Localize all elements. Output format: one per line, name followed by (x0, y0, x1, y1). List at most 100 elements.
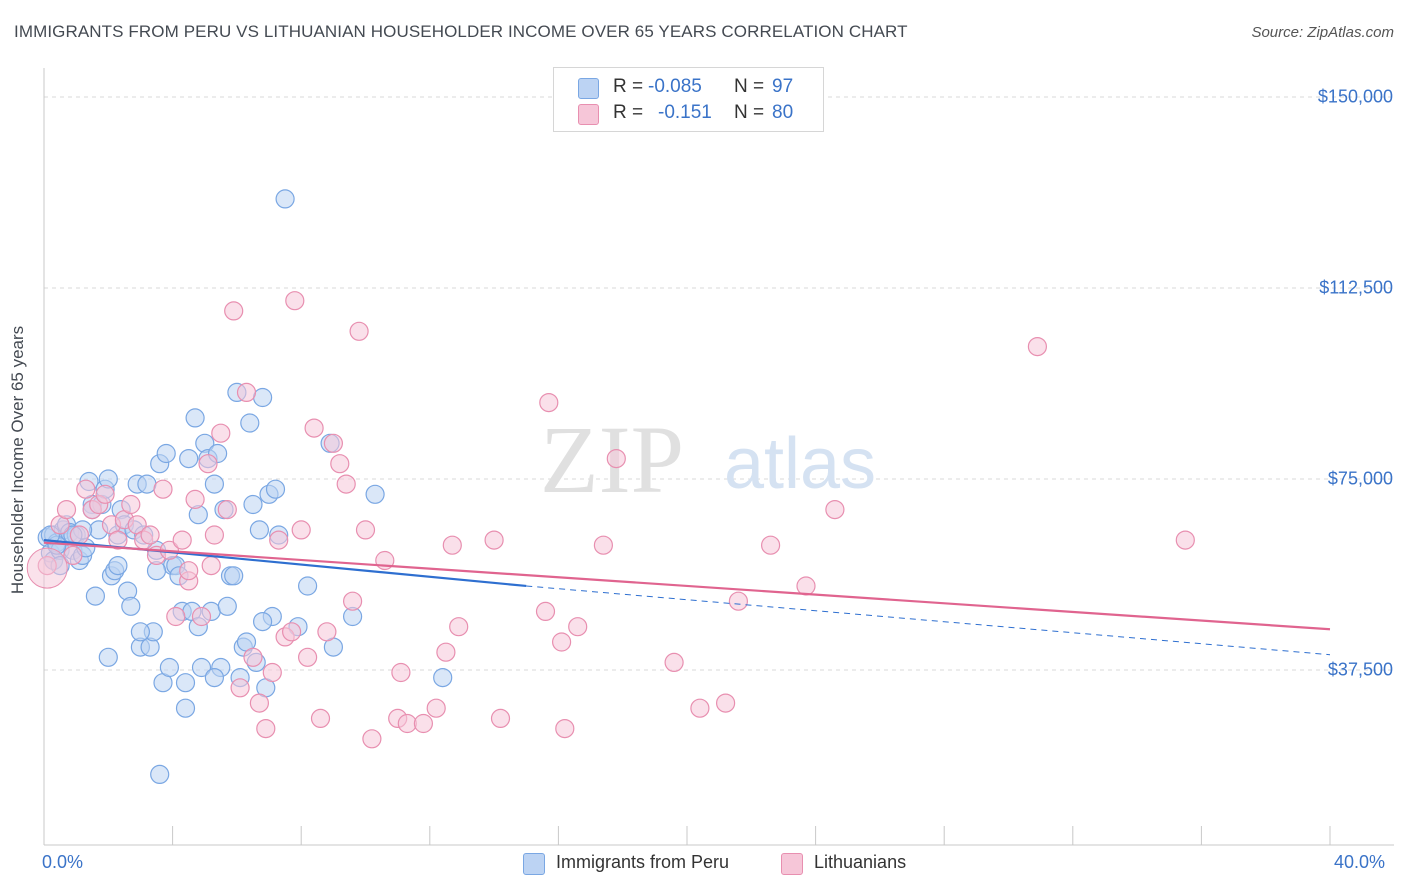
lithuanian-point (362, 729, 382, 749)
correlation-legend: R = -0.085 N = 97 R = -0.151 N = 80 (553, 67, 824, 132)
lithuanian-point (304, 418, 324, 438)
lithuanian-point (262, 662, 282, 683)
peru-point (298, 576, 318, 596)
lithuanian-point (317, 622, 337, 642)
peru-point (240, 413, 260, 433)
lithuanian-point (198, 454, 218, 474)
peru-point (433, 667, 453, 688)
lithuanian-point (285, 291, 305, 311)
lithuanian-point (236, 382, 257, 402)
lithuanian-point (593, 535, 614, 555)
lithuanian-point (539, 393, 559, 413)
lithuanian-point (1175, 530, 1195, 550)
lithuanian-point (249, 693, 269, 713)
lithuanian-point (436, 642, 456, 662)
lithuanian-point (179, 561, 199, 581)
lithuanian-point (355, 520, 376, 540)
source-label: Source: ZipAtlas.com (1251, 24, 1394, 41)
peru-point (253, 611, 273, 632)
lithuanian-point (95, 484, 115, 504)
peru-point (159, 657, 179, 678)
peru-point (253, 387, 273, 408)
lithuanian-point (191, 606, 212, 627)
lithuanian-point (166, 606, 186, 627)
lithuanian-point (108, 530, 128, 550)
peru-point (275, 189, 295, 209)
bottom-legend-swatch-lithuanians (781, 853, 803, 875)
peru-point (175, 673, 196, 693)
lithuanian-point (449, 617, 469, 637)
trend-lines (43, 539, 1331, 656)
lithuanian-point (442, 535, 462, 555)
lithuanian-point (551, 632, 572, 652)
lithuanian-point (298, 647, 318, 667)
lithuanian-point (63, 545, 83, 566)
lithuanian-point (201, 555, 221, 576)
peru-point (249, 520, 269, 540)
lithuanian-point (343, 591, 363, 611)
lithuanian-point (568, 617, 588, 637)
peru-point (130, 622, 150, 642)
lithuanian-point (172, 530, 192, 550)
lithuanian-point (330, 454, 350, 474)
bottom-legend-label-lithuanians: Lithuanians (814, 852, 907, 872)
lithuanian-point (484, 530, 504, 550)
peru-point (98, 647, 118, 667)
peru-point (191, 657, 212, 678)
lithuanian-point (69, 525, 90, 545)
lithuanian-point (349, 321, 369, 341)
lithuanian-point (690, 698, 710, 718)
y-tick-112500: $112,500 (1319, 277, 1393, 298)
legend-r-value: -0.085 (648, 76, 702, 97)
legend-n-value: 80 (772, 102, 794, 123)
peru-point (85, 586, 106, 606)
trend-line-lithuanians (43, 541, 1331, 631)
peru-point (243, 494, 263, 515)
watermark-atlas: atlas (724, 424, 876, 504)
lithuanian-point (185, 489, 205, 509)
lithuanian-point (153, 479, 173, 499)
peru-point (121, 596, 141, 616)
legend-n-label: N = (734, 102, 765, 123)
lithuanian-point (204, 525, 224, 545)
peru-point (150, 764, 170, 785)
legend-r-label: R = (613, 102, 644, 123)
lithuanian-point (413, 713, 433, 734)
series-lithuanians (26, 291, 1195, 749)
bottom-legend-label-peru: Immigrants from Peru (556, 852, 730, 872)
lithuanian-point (397, 713, 417, 734)
peru-point (137, 474, 157, 494)
peru-point (265, 479, 286, 499)
lithuanian-point (391, 662, 411, 683)
x-tick-max: 40.0% (1334, 852, 1386, 872)
lithuanian-point (825, 500, 845, 520)
legend-n-label: N = (734, 76, 765, 97)
lithuanian-point (796, 576, 816, 596)
lithuanian-point (490, 708, 511, 729)
legend-n-value: 97 (772, 76, 794, 97)
legend-swatch-peru (578, 78, 599, 99)
y-axis-label: Householder Income Over 65 years (8, 325, 27, 595)
lithuanian-point (121, 494, 141, 515)
lithuanian-point (224, 301, 244, 321)
peru-point (156, 443, 176, 464)
y-tick-37500: $37,500 (1327, 659, 1393, 680)
lithuanian-point (1027, 337, 1048, 357)
trend-line-peru-projection (526, 585, 1331, 656)
lithuanian-point (243, 647, 263, 667)
lithuanian-point (555, 718, 575, 739)
lithuanian-point (282, 622, 302, 642)
lithuanian-point (310, 708, 331, 729)
axes (43, 68, 1394, 846)
y-tick-75000: $75,000 (1327, 468, 1393, 489)
lithuanian-point (606, 449, 626, 469)
peru-point (175, 698, 196, 718)
lithuanian-point (715, 693, 736, 713)
x-tick-min: 0.0% (42, 852, 84, 872)
peru-point (204, 474, 224, 494)
y-tick-150000: $150,000 (1317, 86, 1393, 107)
lithuanian-point (664, 652, 684, 673)
lithuanian-point (256, 718, 276, 739)
peru-point (365, 484, 385, 504)
